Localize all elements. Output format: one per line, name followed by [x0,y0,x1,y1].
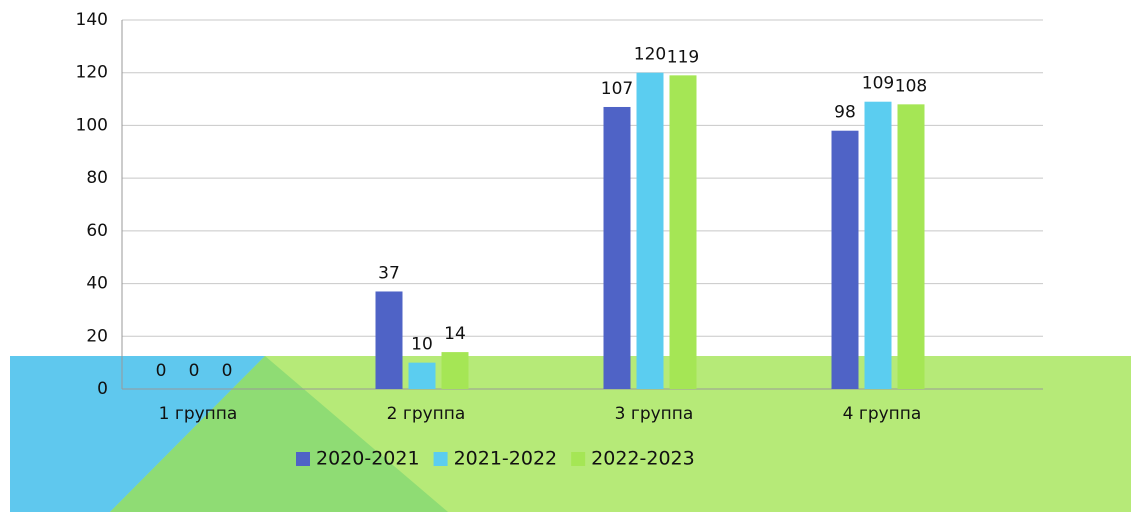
x-tick-label: 3 группа [615,404,694,424]
bar [441,352,469,389]
background-triangle [10,356,265,512]
legend-label: 2020-2021 [316,448,420,470]
bar [897,104,925,389]
data-label: 98 [834,103,856,123]
y-tick-label: 0 [97,379,108,399]
legend-swatch [296,452,310,466]
legend-swatch [433,452,448,466]
background-overlap [110,356,448,512]
bar [603,106,631,389]
y-tick-label: 120 [76,63,108,83]
legend-swatch [571,452,586,466]
data-label: 37 [378,263,400,283]
y-tick-label: 140 [76,10,108,30]
y-tick-label: 80 [86,168,108,188]
data-label: 119 [667,47,699,67]
data-label: 107 [601,79,633,99]
y-tick-label: 100 [76,115,108,135]
bar [669,75,697,389]
bar [864,101,892,389]
x-tick-label: 4 группа [843,404,922,424]
bar [408,362,436,389]
data-label: 108 [895,76,927,96]
bar [375,291,403,389]
legend-label: 2021-2022 [454,448,558,470]
bar [831,130,859,389]
data-label: 0 [156,361,167,381]
y-tick-label: 60 [86,221,108,241]
x-tick-label: 2 группа [387,404,466,424]
legend-label: 2022-2023 [591,448,695,470]
data-label: 0 [189,361,200,381]
data-label: 14 [444,324,466,344]
data-label: 120 [634,45,666,65]
data-label: 0 [222,361,233,381]
y-tick-label: 40 [86,274,108,294]
x-tick-label: 1 группа [159,404,238,424]
data-label: 109 [862,74,894,94]
bar [636,72,664,389]
data-label: 10 [411,335,433,355]
y-tick-label: 20 [86,326,108,346]
